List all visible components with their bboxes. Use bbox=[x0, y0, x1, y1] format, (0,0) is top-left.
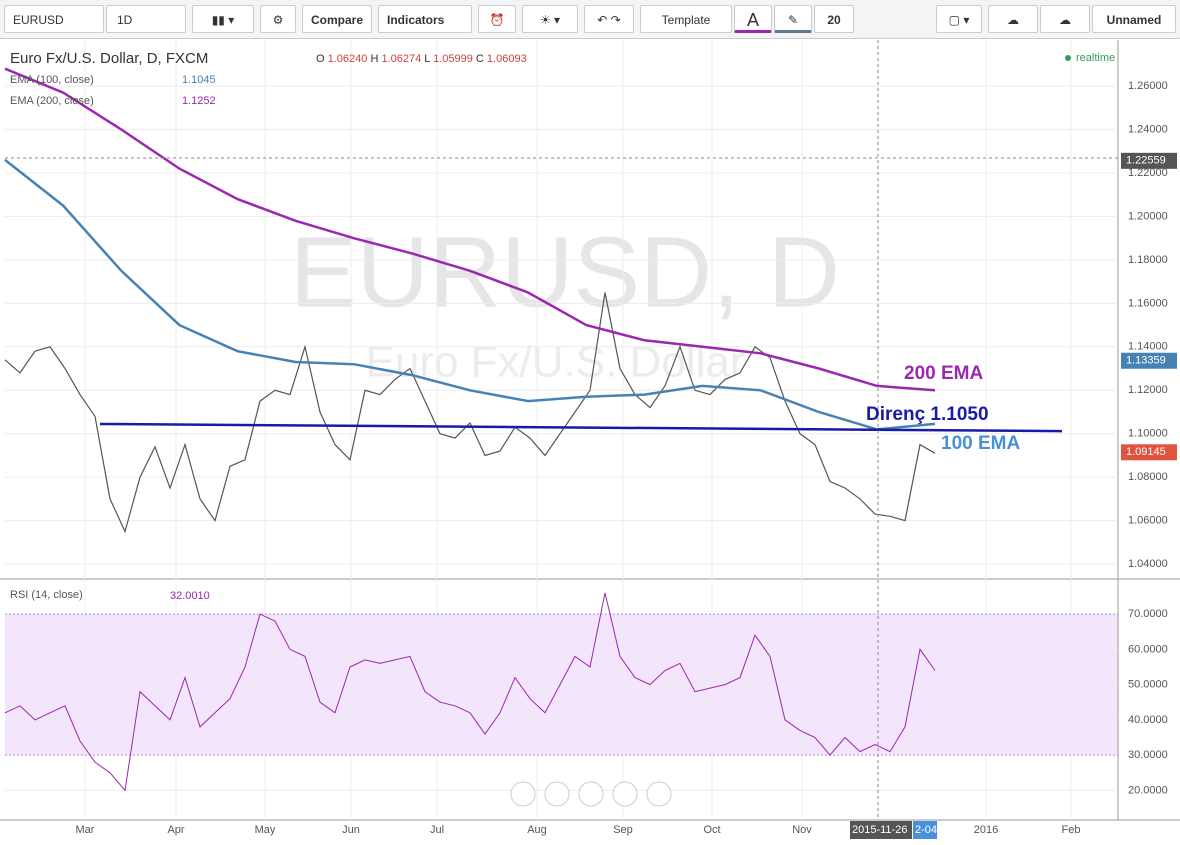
y-tick-label: 1.14000 bbox=[1128, 341, 1168, 353]
line-color-button[interactable]: ✎ bbox=[774, 5, 812, 33]
y-tick-label: 1.10000 bbox=[1128, 428, 1168, 440]
realtime-status: realtime bbox=[1076, 52, 1115, 64]
annotation: 200 EMA bbox=[904, 363, 983, 384]
rsi-tick-label: 20.0000 bbox=[1128, 784, 1168, 796]
o-value: 1.06240 bbox=[328, 53, 368, 65]
line bbox=[4, 292, 936, 534]
template-button[interactable]: Template bbox=[640, 5, 732, 33]
x-tick-label: Feb bbox=[1062, 824, 1081, 836]
y-tick-label: 1.04000 bbox=[1128, 558, 1168, 570]
y-tick-label: 1.22000 bbox=[1128, 167, 1168, 179]
x-tick-label: 2016 bbox=[974, 824, 998, 836]
c-label: C bbox=[476, 53, 484, 65]
layout-button[interactable]: Unnamed bbox=[1092, 5, 1176, 33]
line bbox=[4, 67, 936, 392]
ema100-label: EMA (100, close) bbox=[10, 74, 94, 86]
crosshair-time-label: 2-04 bbox=[915, 824, 937, 836]
main-title: Euro Fx/U.S. Dollar, D, FXCM bbox=[10, 50, 208, 67]
nav-button[interactable] bbox=[510, 781, 536, 807]
load-button[interactable]: ☁ bbox=[988, 5, 1038, 33]
crosshair-time-label: 2015-11-26 bbox=[852, 824, 907, 836]
o-label: O bbox=[316, 53, 325, 65]
crosshair-time-box bbox=[850, 821, 912, 839]
alert-button[interactable]: ⏰ bbox=[478, 5, 516, 33]
save-button[interactable]: ☁ bbox=[1040, 5, 1090, 33]
ema200-label: EMA (200, close) bbox=[10, 95, 94, 107]
nav-button[interactable] bbox=[578, 781, 604, 807]
ideas-button[interactable]: ☀ ▾ bbox=[522, 5, 578, 33]
price-label: 1.22559 bbox=[1126, 155, 1166, 167]
y-tick-label: 1.12000 bbox=[1128, 384, 1168, 396]
indicators-button[interactable]: Indicators bbox=[378, 5, 472, 33]
x-tick-label: Mar bbox=[76, 824, 95, 836]
price-label-box bbox=[1121, 152, 1177, 169]
interval-button[interactable]: 1D bbox=[106, 5, 186, 33]
x-tick-label: Aug bbox=[527, 824, 547, 836]
l-value: 1.05999 bbox=[433, 53, 473, 65]
nav-button[interactable] bbox=[612, 781, 638, 807]
chart-style-button[interactable]: ▮▮ ▾ bbox=[192, 5, 254, 33]
annotation: Direnç 1.1050 bbox=[866, 404, 989, 425]
price-label: 1.13359 bbox=[1126, 355, 1166, 367]
settings-button[interactable]: ⚙ bbox=[260, 5, 296, 33]
undo-redo[interactable]: ↶ ↷ bbox=[584, 5, 634, 33]
rsi-tick-label: 50.0000 bbox=[1128, 679, 1168, 691]
resistance-line bbox=[99, 422, 1063, 433]
y-tick-label: 1.16000 bbox=[1128, 297, 1168, 309]
y-tick-label: 1.08000 bbox=[1128, 471, 1168, 483]
l-label: L bbox=[424, 53, 430, 65]
x-tick-label: Nov bbox=[792, 824, 812, 836]
annotation: 100 EMA bbox=[941, 433, 1020, 454]
ema200-value: 1.1252 bbox=[182, 95, 216, 107]
compare-button[interactable]: Compare bbox=[302, 5, 372, 33]
rsi-tick-label: 40.0000 bbox=[1128, 714, 1168, 726]
font-size-button[interactable]: 20 bbox=[814, 5, 854, 33]
text-color-button[interactable]: A bbox=[734, 5, 772, 33]
crosshair-time-box bbox=[913, 821, 937, 839]
y-tick-label: 1.26000 bbox=[1128, 80, 1168, 92]
h-label: H bbox=[370, 53, 378, 65]
rsi-tick-label: 70.0000 bbox=[1128, 608, 1168, 620]
nav-button[interactable] bbox=[544, 781, 570, 807]
toolbar: EURUSD 1D ▮▮ ▾ ⚙ Compare Indicators ⏰ ☀ … bbox=[0, 0, 1180, 39]
rsi-tick-label: 60.0000 bbox=[1128, 643, 1168, 655]
rsi-tick-label: 30.0000 bbox=[1128, 749, 1168, 761]
y-tick-label: 1.20000 bbox=[1128, 210, 1168, 222]
nav-button[interactable] bbox=[646, 781, 672, 807]
x-tick-label: Apr bbox=[167, 824, 184, 836]
y-tick-label: 1.06000 bbox=[1128, 515, 1168, 527]
watermark: EURUSD, D bbox=[290, 216, 840, 328]
price-label-box bbox=[1121, 352, 1177, 369]
x-tick-label: Oct bbox=[703, 824, 720, 836]
x-tick-label: Jul bbox=[430, 824, 444, 836]
line bbox=[4, 158, 936, 431]
y-tick-label: 1.18000 bbox=[1128, 254, 1168, 266]
line bbox=[4, 592, 936, 792]
rsi-value: 32.0010 bbox=[170, 590, 210, 602]
price-label-box bbox=[1121, 444, 1177, 461]
x-tick-label: Jun bbox=[342, 824, 360, 836]
rsi-label: RSI (14, close) bbox=[10, 589, 83, 601]
symbol-input[interactable]: EURUSD bbox=[4, 5, 104, 33]
ohlc: O 1.06240 H 1.06274 L 1.05999 C 1.06093 bbox=[316, 53, 527, 65]
nav-buttons bbox=[510, 781, 672, 807]
ema100-value: 1.1045 bbox=[182, 74, 216, 86]
c-value: 1.06093 bbox=[487, 53, 527, 65]
realtime-dot bbox=[1065, 55, 1071, 61]
x-tick-label: May bbox=[255, 824, 276, 836]
h-value: 1.06274 bbox=[381, 53, 421, 65]
y-tick-label: 1.24000 bbox=[1128, 123, 1168, 135]
price-label: 1.09145 bbox=[1126, 446, 1166, 458]
x-tick-label: Sep bbox=[613, 824, 633, 836]
background-button[interactable]: ▢ ▾ bbox=[936, 5, 982, 33]
